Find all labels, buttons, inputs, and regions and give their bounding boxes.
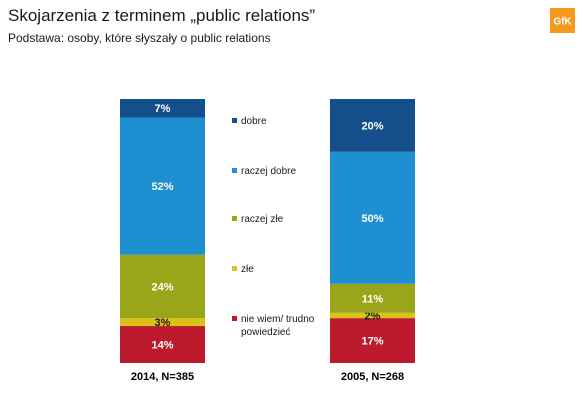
bar-segment-raczej-dobre-0 <box>120 117 205 255</box>
data-label: 17% <box>361 336 383 348</box>
data-label: 52% <box>151 181 173 193</box>
chart-subtitle: Podstawa: osoby, które słyszały o public… <box>8 31 271 45</box>
legend-swatch <box>232 118 237 123</box>
bar-segment-raczej-zle-0 <box>120 254 205 319</box>
data-label: 14% <box>151 340 173 352</box>
bar-segment-dobre-0 <box>120 99 205 118</box>
legend-label-line: nie wiem/ trudno <box>241 314 315 325</box>
legend-label: złe <box>241 264 254 275</box>
legend-label: dobre <box>241 116 267 127</box>
data-label: 7% <box>155 103 171 115</box>
data-label: 3% <box>155 317 171 329</box>
bar-segment-nie-wiem-trudno-powiedziec-1 <box>330 318 415 363</box>
data-label: 20% <box>361 120 383 132</box>
bar-segment-raczej-dobre-1 <box>330 151 415 284</box>
legend-swatch <box>232 316 237 321</box>
legend-swatch <box>232 266 237 271</box>
legend-label: raczej złe <box>241 214 284 225</box>
data-label: 11% <box>362 293 384 305</box>
bar-segment-zle-0 <box>120 318 205 327</box>
legend-label: raczej dobre <box>241 166 296 177</box>
bar-segment-zle-1 <box>330 312 415 319</box>
data-label: 2% <box>365 310 381 322</box>
bar-segment-nie-wiem-trudno-powiedziec-0 <box>120 326 205 363</box>
gfk-logo: GfK <box>550 8 575 33</box>
logo-background <box>550 8 575 33</box>
category-label: 2014, N=385 <box>131 371 194 383</box>
data-label: 50% <box>361 213 383 225</box>
legend-swatch <box>232 168 237 173</box>
logo-text: GfK <box>553 17 572 28</box>
legend-label-line: powiedzieć <box>241 327 290 338</box>
category-label: 2005, N=268 <box>341 371 404 383</box>
data-label: 24% <box>151 281 173 293</box>
legend-swatch <box>232 216 237 221</box>
legend-label: nie wiem/ trudno powiedzieć <box>241 314 315 338</box>
chart-title: Skojarzenia z terminem „public relations… <box>8 6 316 25</box>
bar-segment-raczej-zle-1 <box>330 283 415 313</box>
bar-segment-dobre-1 <box>330 99 415 152</box>
